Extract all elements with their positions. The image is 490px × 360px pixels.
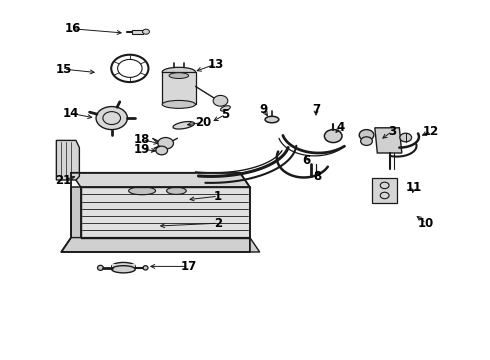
Text: 14: 14	[63, 107, 79, 120]
Ellipse shape	[143, 266, 148, 270]
Text: 2: 2	[214, 217, 222, 230]
Ellipse shape	[162, 67, 196, 77]
Polygon shape	[71, 173, 250, 187]
Text: 7: 7	[312, 103, 320, 116]
Text: 18: 18	[134, 133, 150, 146]
Circle shape	[361, 137, 372, 145]
Text: 21: 21	[55, 174, 72, 186]
Text: 5: 5	[221, 108, 229, 121]
Text: 10: 10	[418, 217, 435, 230]
Text: 6: 6	[302, 154, 310, 167]
Polygon shape	[61, 238, 260, 252]
Circle shape	[324, 130, 342, 143]
Polygon shape	[372, 178, 397, 203]
Text: 12: 12	[423, 125, 440, 138]
Text: 15: 15	[55, 63, 72, 76]
Text: 20: 20	[195, 116, 212, 129]
Circle shape	[96, 107, 127, 130]
Text: 3: 3	[388, 125, 396, 138]
Circle shape	[213, 95, 228, 106]
Circle shape	[359, 130, 374, 140]
Polygon shape	[375, 128, 402, 153]
Polygon shape	[56, 140, 79, 180]
Ellipse shape	[112, 266, 135, 273]
Ellipse shape	[98, 265, 103, 270]
Text: 1: 1	[214, 190, 222, 203]
Text: 13: 13	[207, 58, 224, 71]
Ellipse shape	[220, 106, 230, 111]
Polygon shape	[71, 187, 81, 238]
Polygon shape	[81, 187, 250, 238]
Circle shape	[158, 138, 173, 149]
Text: 9: 9	[260, 103, 268, 116]
Ellipse shape	[128, 187, 155, 195]
Bar	[132, 30, 143, 34]
Ellipse shape	[169, 73, 189, 78]
Ellipse shape	[265, 116, 279, 123]
Bar	[162, 72, 196, 104]
Text: 4: 4	[337, 121, 344, 134]
Text: 19: 19	[134, 143, 150, 156]
Ellipse shape	[173, 122, 195, 129]
Ellipse shape	[167, 187, 186, 194]
Ellipse shape	[112, 262, 135, 270]
Circle shape	[156, 146, 168, 155]
Bar	[112, 264, 135, 270]
Text: 11: 11	[406, 181, 422, 194]
Ellipse shape	[162, 100, 196, 108]
Text: 8: 8	[314, 170, 321, 183]
Text: 16: 16	[64, 22, 81, 35]
Circle shape	[143, 29, 149, 34]
Circle shape	[400, 133, 412, 142]
Text: 17: 17	[180, 260, 197, 273]
